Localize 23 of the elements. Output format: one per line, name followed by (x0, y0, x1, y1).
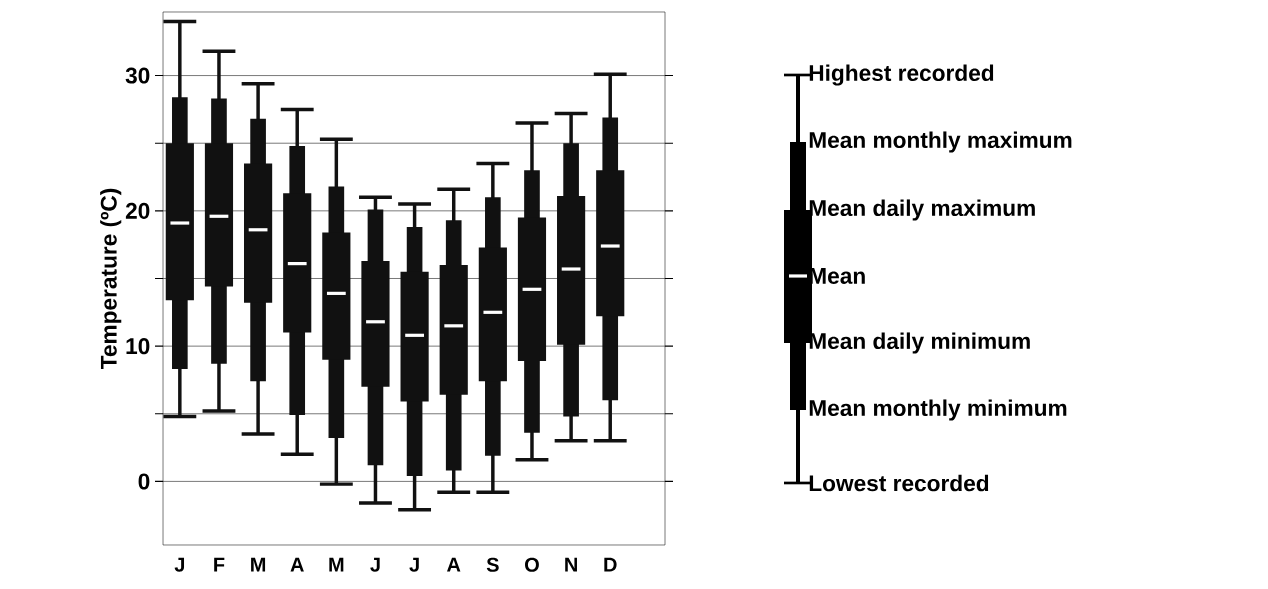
y-tick-label: 20 (125, 202, 150, 219)
text: Mean monthly maximum (809, 131, 1072, 153)
y-axis-title: Temperature (ºC) (100, 188, 122, 370)
y-tick-label: 30 (125, 67, 150, 84)
x-tick-label: J (370, 557, 380, 572)
x-tick-label: J (409, 557, 419, 572)
text: Mean daily maximum (809, 199, 1035, 221)
x-tick-label: D (604, 557, 617, 572)
y-tick-label: 0 (138, 473, 150, 490)
x-tick-label: A (290, 557, 304, 572)
x-tick-label: M (329, 557, 344, 572)
text: Lowest recorded (809, 474, 989, 492)
x-tick-label: M (251, 557, 266, 572)
x-tick-label: J (174, 557, 185, 572)
x-tick-label: N (565, 557, 577, 572)
text: Mean daily minimum (809, 332, 1030, 354)
x-tick-label: A (447, 557, 461, 572)
x-tick-label: S (486, 557, 499, 572)
x-tick-label: F (214, 557, 225, 572)
text: Highest recorded (809, 64, 994, 86)
text: Mean monthly minimum (809, 399, 1067, 421)
x-tick-label: O (525, 557, 539, 572)
y-tick-label: 10 (126, 338, 150, 355)
